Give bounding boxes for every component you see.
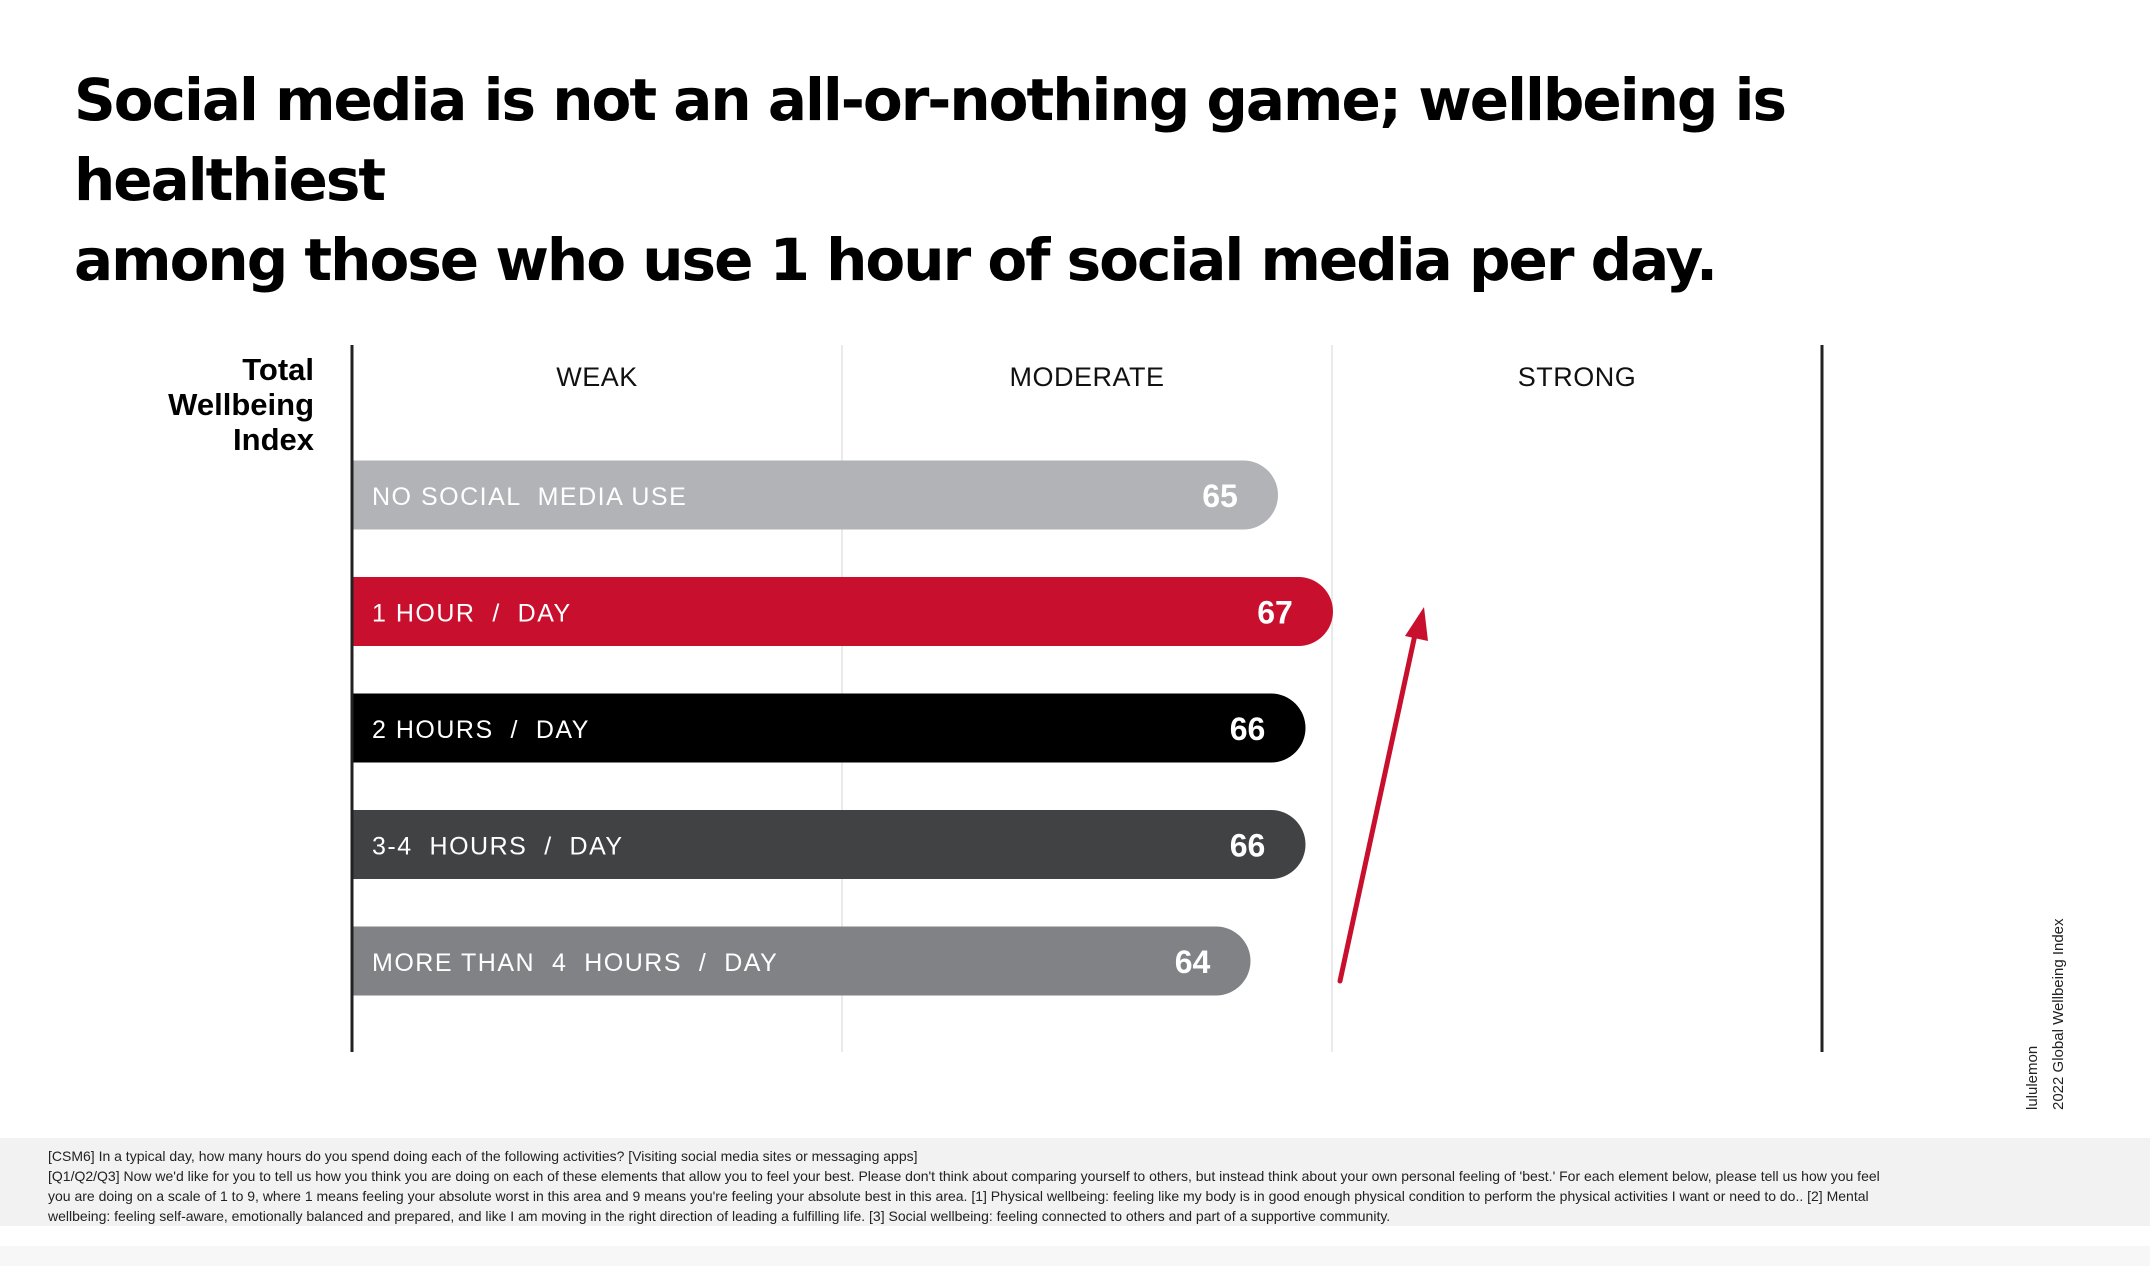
- zone-label-weak: WEAK: [556, 362, 638, 392]
- bar-value-3-4-hours-day: 66: [1230, 828, 1266, 864]
- bar-1-hour-day: [352, 577, 1333, 646]
- bar-2-hours-day: [352, 693, 1306, 763]
- footnote-line-4: wellbeing: feeling self-aware, emotional…: [48, 1208, 1391, 1224]
- trend-arrow-shaft: [1337, 627, 1419, 984]
- footnote-line-1: [CSM6] In a typical day, how many hours …: [48, 1148, 918, 1164]
- trend-arrow: [1337, 607, 1428, 984]
- axis-lines: [350, 345, 1824, 1052]
- bar-label-no-social-media-use: NO SOCIAL MEDIA USE: [372, 483, 687, 511]
- source-report: 2022 Global Wellbeing Index: [2050, 918, 2067, 1110]
- index-label-line-1: Total: [242, 352, 314, 387]
- chart-title: Social media is not an all-or-nothing ga…: [74, 60, 2074, 300]
- index-label-line-2: Wellbeing: [168, 387, 314, 422]
- bar-value-more-than-4-hours-day: 64: [1175, 944, 1211, 980]
- chart-title-line-1: Social media is not an all-or-nothing ga…: [74, 66, 1787, 214]
- bar-value-no-social-media-use: 65: [1202, 478, 1238, 514]
- bar-value-1-hour-day: 67: [1257, 595, 1293, 631]
- zone-labels: WEAK MODERATE STRONG: [556, 362, 1636, 392]
- chart-title-line-2: among those who use 1 hour of social med…: [74, 226, 1718, 294]
- bar-no-social-media-use: [352, 460, 1278, 530]
- zone-label-moderate: MODERATE: [1009, 362, 1164, 392]
- source-brand: lululemon: [2024, 1045, 2041, 1110]
- bottom-strip: [0, 1246, 2150, 1266]
- bar-label-3-4-hours-day: 3-4 HOURS / DAY: [372, 833, 624, 861]
- bar-value-2-hours-day: 66: [1230, 711, 1266, 747]
- bar-label-2-hours-day: 2 HOURS / DAY: [372, 716, 590, 744]
- trend-arrow-head: [1405, 607, 1428, 641]
- bar-label-more-than-4-hours-day: MORE THAN 4 HOURS / DAY: [372, 949, 778, 977]
- bar-more-than-4-hours-day: [352, 926, 1251, 996]
- wellbeing-bar-chart: WEAK MODERATE STRONG NO SOCIAL MEDIA USE 65…: [350, 345, 1824, 1052]
- index-axis-label: Total Wellbeing Index: [168, 352, 314, 457]
- index-label-line-3: Index: [233, 422, 314, 457]
- source-note: lululemon 2022 Global Wellbeing Index: [2020, 918, 2072, 1110]
- footnote-line-2: [Q1/Q2/Q3] Now we'd like for you to tell…: [48, 1168, 1880, 1184]
- footnote-line-3: you are doing on a scale of 1 to 9, wher…: [48, 1188, 1869, 1204]
- bar-3-4-hours-day: [352, 810, 1306, 879]
- footnote: [CSM6] In a typical day, how many hours …: [0, 1138, 2150, 1226]
- zone-label-strong: STRONG: [1518, 362, 1637, 392]
- bar-label-1-hour-day: 1 HOUR / DAY: [372, 600, 572, 628]
- bars: NO SOCIAL MEDIA USE 65 1 HOUR / DAY 67 2 HOU…: [352, 460, 1333, 996]
